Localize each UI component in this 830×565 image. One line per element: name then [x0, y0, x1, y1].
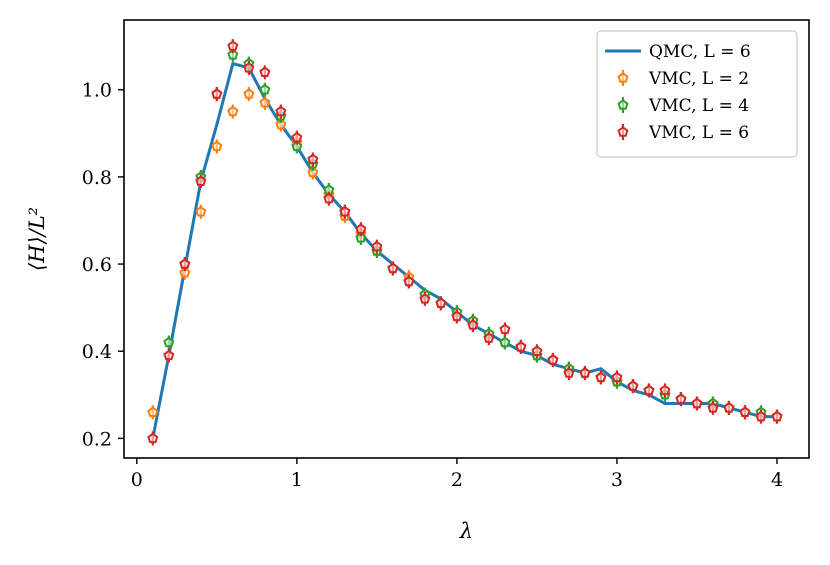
y-tick-label: 0.8: [82, 167, 112, 189]
data-point: [451, 310, 463, 322]
plot-frame: [123, 19, 810, 459]
data-point: [195, 205, 207, 217]
legend-swatch: [617, 99, 629, 110]
data-point: [515, 341, 527, 352]
data-point: [675, 393, 687, 404]
data-point: [307, 153, 319, 165]
data-point: [499, 323, 511, 335]
data-point: [547, 354, 559, 365]
x-tick-label: 2: [451, 469, 463, 491]
data-point: [723, 402, 735, 413]
y-tick-label: 0.4: [82, 341, 112, 363]
data-point: [323, 192, 335, 204]
legend-label: VMC, L = 4: [648, 96, 749, 116]
legend-swatch: [617, 72, 629, 83]
data-point: [227, 105, 239, 117]
legend-swatch: [617, 126, 629, 137]
data-point: [611, 371, 623, 383]
data-point: [195, 175, 207, 186]
data-point: [563, 367, 575, 378]
data-point: [227, 49, 239, 60]
data-point: [531, 345, 543, 356]
data-point: [275, 118, 287, 130]
y-tick-label: 0.2: [82, 428, 112, 450]
x-axis-label: λ: [459, 519, 473, 543]
data-point: [739, 406, 751, 417]
data-point: [211, 140, 223, 152]
data-point: [627, 380, 639, 391]
data-point: [483, 332, 495, 343]
x-tick-label: 4: [771, 469, 783, 491]
data-point: [291, 131, 303, 143]
legend: QMC, L = 6 VMC, L = 2 VMC, L = 4 VMC, L = 6: [596, 30, 798, 158]
x-axis: 0 1 2 3 4: [131, 458, 783, 491]
x-tick-label: 3: [611, 469, 623, 491]
data-point: [163, 349, 175, 361]
data-point: [371, 240, 383, 252]
data-point: [259, 66, 271, 78]
data-point: [755, 410, 767, 422]
data-point: [643, 384, 655, 396]
data-point: [659, 384, 671, 396]
y-axis: 0.2 0.4 0.6 0.8 1.0: [82, 80, 124, 450]
x-tick-label: 1: [291, 469, 303, 491]
y-tick-label: 0.6: [82, 254, 112, 276]
data-point: [147, 406, 159, 417]
data-point: [387, 262, 399, 274]
data-point: [403, 275, 415, 287]
data-point: [691, 397, 703, 409]
data-point: [179, 258, 191, 269]
data-point: [435, 297, 447, 309]
data-point: [355, 232, 367, 243]
y-axis-label: ⟨H⟩/L²: [25, 207, 49, 271]
data-point: [355, 223, 367, 234]
data-point: [243, 62, 255, 73]
data-point: [259, 96, 271, 108]
series-line-qmc: [151, 62, 777, 439]
data-point: [211, 88, 223, 99]
data-point: [291, 140, 303, 152]
data-point: [419, 293, 431, 304]
data-point: [147, 432, 159, 444]
data-point: [707, 402, 719, 413]
data-point: [467, 319, 479, 330]
series-markers-3: [147, 39, 783, 446]
data-point: [307, 166, 319, 178]
data-point: [163, 336, 175, 348]
data-point: [259, 83, 271, 95]
data-point: [579, 367, 591, 378]
data-point: [179, 266, 191, 278]
plot-area: [147, 39, 783, 446]
legend-label: VMC, L = 6: [648, 123, 749, 143]
data-point: [227, 40, 239, 51]
data-point: [275, 105, 287, 117]
x-tick-label: 0: [131, 469, 143, 491]
legend-box: [596, 30, 798, 158]
data-point: [243, 88, 255, 99]
data-point: [339, 205, 351, 217]
legend-label: QMC, L = 6: [649, 42, 751, 62]
legend-label: VMC, L = 2: [648, 69, 749, 89]
data-point: [499, 336, 511, 348]
data-point: [771, 410, 783, 422]
data-point: [595, 371, 607, 383]
y-tick-label: 1.0: [82, 80, 112, 102]
